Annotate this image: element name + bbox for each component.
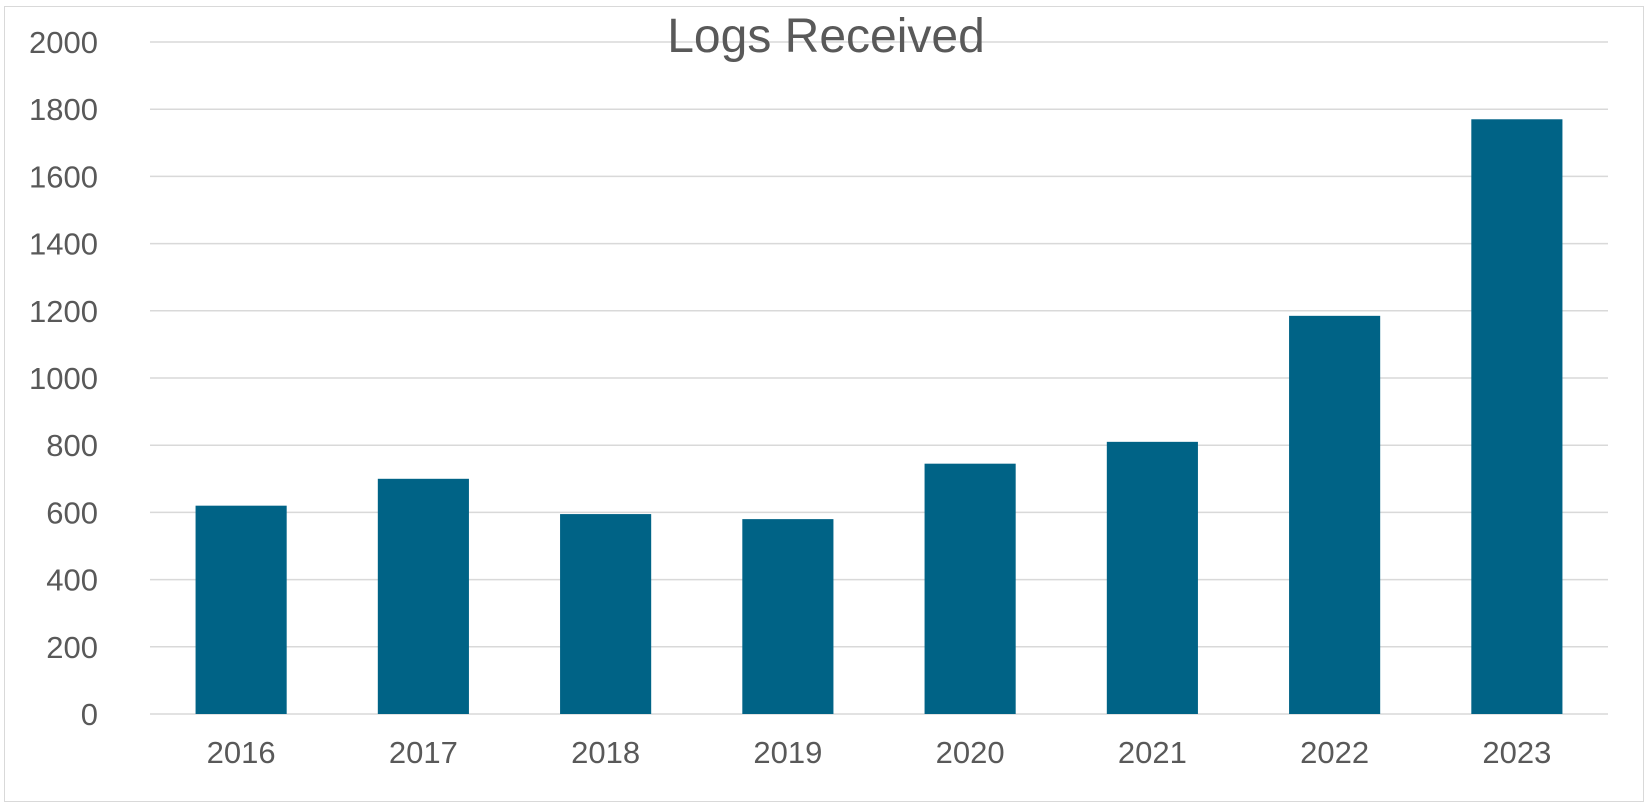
y-tick-label: 2000	[29, 25, 98, 60]
bar-2017	[377, 478, 469, 714]
bars	[195, 119, 1563, 714]
bar-2016	[195, 505, 287, 714]
bar-2021	[1106, 441, 1198, 714]
y-tick-label: 1800	[29, 92, 98, 127]
y-tick-label: 1000	[29, 361, 98, 396]
bar-2020	[924, 463, 1016, 714]
y-tick-label: 800	[46, 428, 98, 463]
x-axis-tick-labels: 2016 2017 2018 2019 2020 2021 2022 2023	[207, 735, 1552, 770]
chart-title: Logs Received	[667, 10, 985, 63]
bar-2023	[1471, 119, 1563, 714]
y-tick-label: 0	[81, 697, 98, 732]
x-tick-label: 2022	[1300, 735, 1369, 770]
x-tick-label: 2019	[753, 735, 822, 770]
x-tick-label: 2023	[1482, 735, 1551, 770]
x-tick-label: 2017	[389, 735, 458, 770]
y-tick-label: 400	[46, 563, 98, 598]
y-tick-label: 1400	[29, 227, 98, 262]
y-tick-label: 600	[46, 495, 98, 530]
y-tick-label: 1200	[29, 294, 98, 329]
y-axis-tick-labels: 0 200 400 600 800 1000 1200 1400 1600 1800 2000	[29, 25, 98, 732]
x-tick-label: 2018	[571, 735, 640, 770]
y-tick-label: 1600	[29, 159, 98, 194]
bar-2022	[1289, 315, 1381, 714]
x-tick-label: 2021	[1118, 735, 1187, 770]
bar-2019	[742, 519, 834, 714]
x-tick-label: 2020	[936, 735, 1005, 770]
x-tick-label: 2016	[207, 735, 276, 770]
y-tick-label: 200	[46, 630, 98, 665]
bar-2018	[560, 514, 652, 714]
gridlines	[150, 41, 1608, 715]
